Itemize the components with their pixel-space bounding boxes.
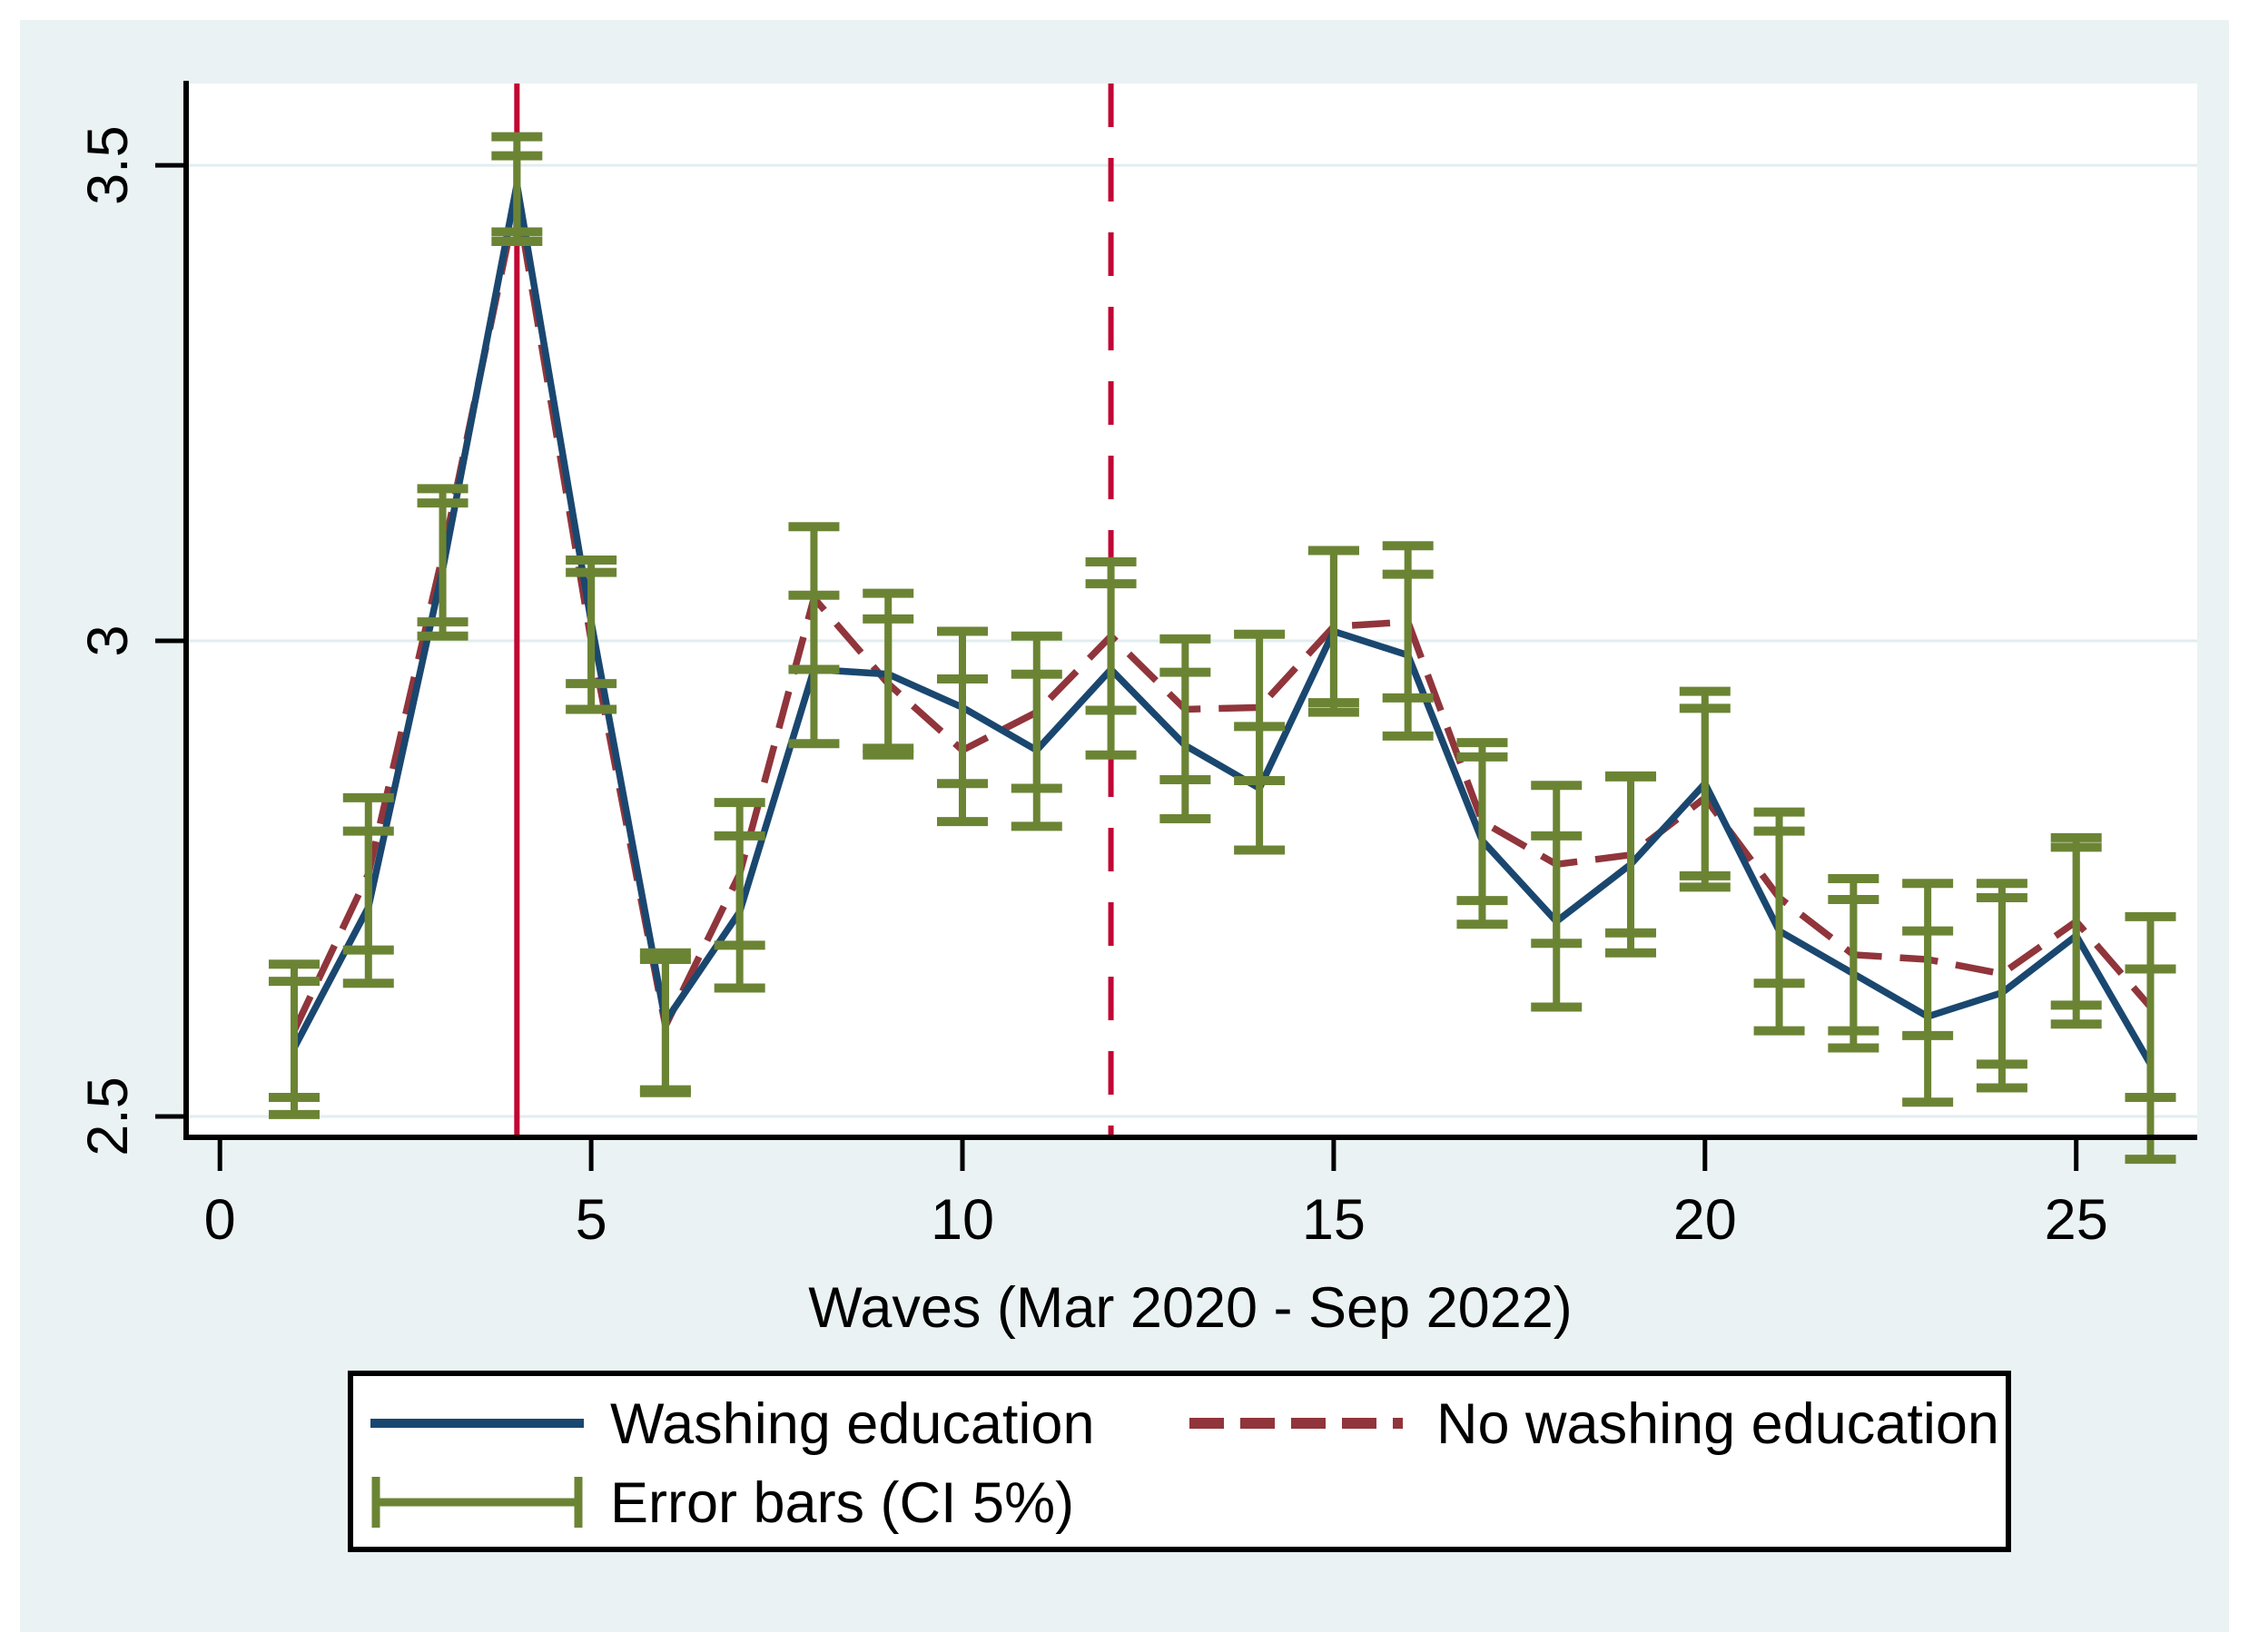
y-tick-label: 2.5 xyxy=(76,1077,140,1156)
x-tick-label: 15 xyxy=(1302,1188,1366,1252)
y-tick-label: 3 xyxy=(76,625,140,657)
error-bar-legend-swatch xyxy=(371,1477,583,1528)
x-tick-label: 5 xyxy=(576,1188,607,1252)
error-bars-layer xyxy=(268,132,2176,1165)
x-tick-label: 25 xyxy=(2045,1188,2108,1252)
x-tick-label: 0 xyxy=(204,1188,236,1252)
ticks-layer: 0 5 10 15 20 25 3.5 3 2.5 xyxy=(76,125,2108,1252)
plot-area xyxy=(186,84,2197,1137)
x-tick-label: 20 xyxy=(1673,1188,1737,1252)
error-bar-legend-label: Error bars (CI 5%) xyxy=(610,1471,1074,1535)
y-tick-label: 3.5 xyxy=(76,125,140,205)
x-tick-label: 10 xyxy=(931,1188,994,1252)
x-axis-title: Waves (Mar 2020 - Sep 2022) xyxy=(808,1276,1573,1340)
washing-education-line xyxy=(291,183,2154,1067)
washing-line-layer xyxy=(291,183,2154,1067)
legend-box xyxy=(348,1371,2011,1552)
no-washing-legend-label: No washing education xyxy=(1436,1392,1999,1456)
legend: Washing education No washing education E… xyxy=(348,1371,2011,1552)
washing-legend-label: Washing education xyxy=(610,1392,1095,1456)
